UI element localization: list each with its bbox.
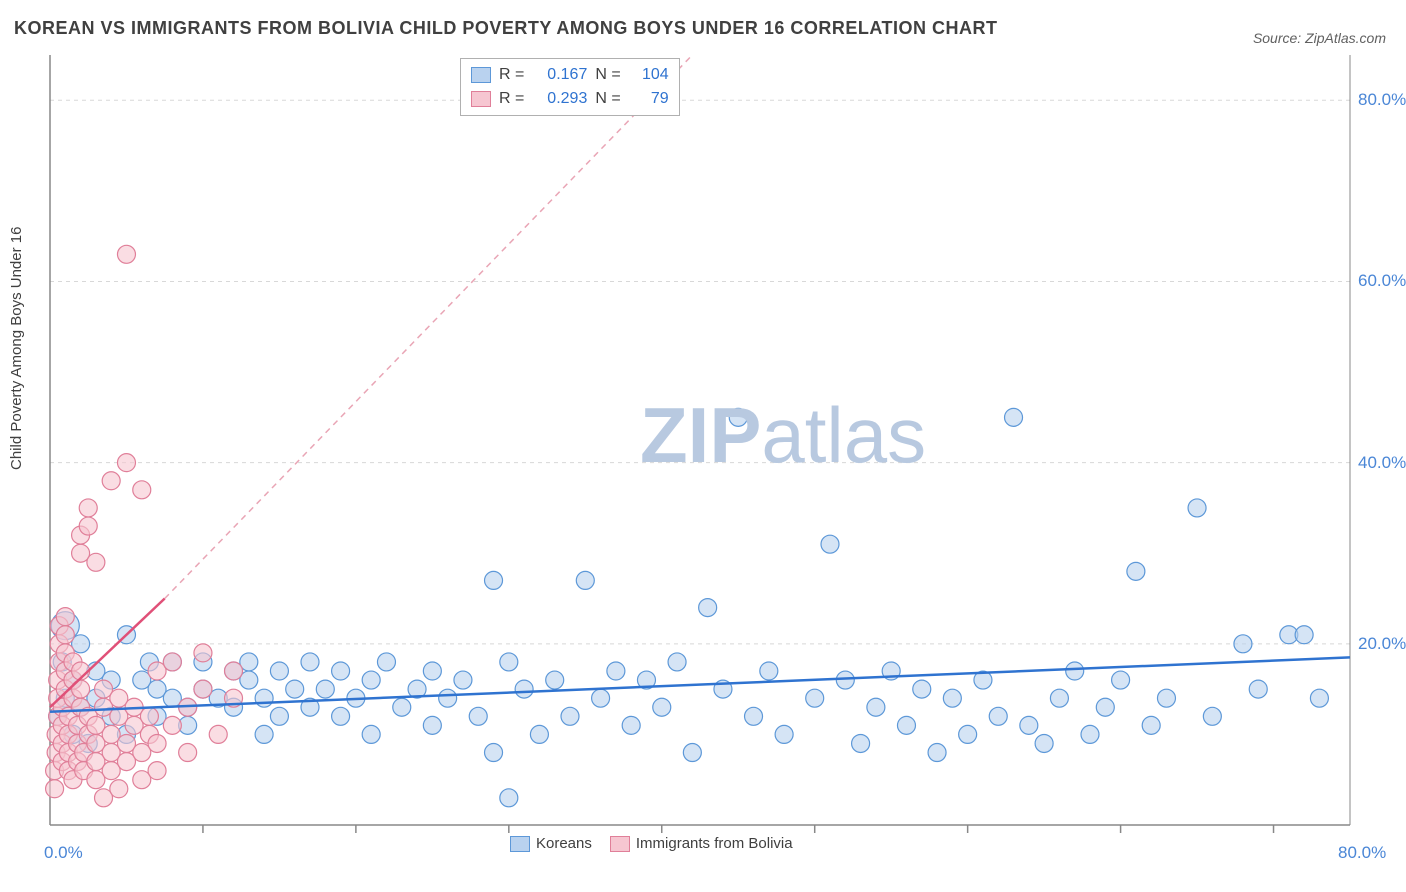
legend-r-value-koreans: 0.167 [532, 66, 587, 84]
legend-r-value-bolivia: 0.293 [532, 90, 587, 108]
legend-swatch-bolivia-b [610, 836, 630, 852]
legend-row-bolivia: R = 0.293 N = 79 [471, 87, 669, 111]
x-end-label: 80.0% [1338, 843, 1386, 863]
legend-item-koreans: Koreans [510, 835, 592, 852]
x-origin-label: 0.0% [44, 843, 83, 863]
legend-row-koreans: R = 0.167 N = 104 [471, 63, 669, 87]
correlation-legend: R = 0.167 N = 104 R = 0.293 N = 79 [460, 58, 680, 116]
legend-swatch-koreans-b [510, 836, 530, 852]
legend-swatch-koreans [471, 67, 491, 83]
legend-item-bolivia: Immigrants from Bolivia [610, 835, 793, 852]
y-tick-label: 40.0% [1358, 453, 1406, 473]
legend-label-koreans: Koreans [536, 835, 592, 852]
legend-n-value-koreans: 104 [629, 66, 669, 84]
legend-n-value-bolivia: 79 [629, 90, 669, 108]
scatter-plot [0, 0, 1406, 892]
legend-label-bolivia: Immigrants from Bolivia [636, 835, 793, 852]
legend-n-label: N = [595, 66, 620, 84]
y-tick-label: 80.0% [1358, 90, 1406, 110]
legend-r-label: R = [499, 66, 524, 84]
legend-n-label: N = [595, 90, 620, 108]
y-tick-label: 60.0% [1358, 271, 1406, 291]
series-legend: Koreans Immigrants from Bolivia [510, 835, 793, 852]
legend-r-label: R = [499, 90, 524, 108]
y-tick-label: 20.0% [1358, 634, 1406, 654]
legend-swatch-bolivia [471, 91, 491, 107]
